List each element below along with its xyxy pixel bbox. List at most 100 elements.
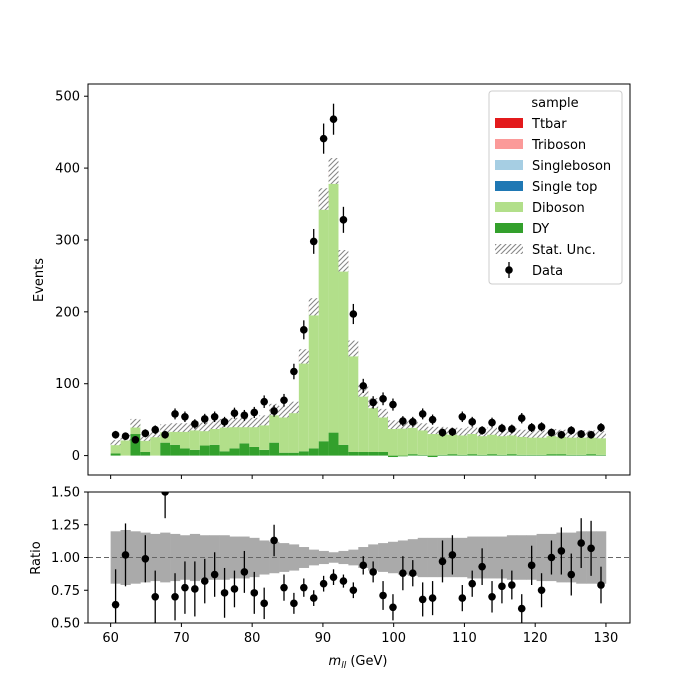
stat-unc-box: [536, 430, 547, 438]
bar-diboson: [308, 310, 319, 449]
bar-dy: [417, 454, 428, 456]
legend-data-marker: [505, 266, 513, 274]
bar-dy: [348, 452, 359, 456]
stat-unc-box: [338, 250, 349, 272]
bar-diboson: [219, 423, 230, 452]
ratio-point: [567, 570, 576, 579]
data-point: [418, 410, 427, 418]
bar-diboson: [437, 431, 448, 455]
ratio-point: [517, 604, 526, 613]
bar-dy: [427, 455, 438, 458]
bar-diboson: [477, 432, 488, 455]
data-point: [587, 430, 595, 439]
stat-unc-box: [130, 418, 141, 428]
bar-diboson: [596, 434, 606, 455]
bar-dy: [160, 442, 171, 456]
ratio-point: [478, 562, 486, 571]
bar-dy: [467, 454, 478, 456]
ratio-point: [527, 561, 536, 570]
data-point: [557, 430, 566, 439]
data-point: [399, 417, 407, 425]
data-point: [547, 428, 556, 437]
data-point: [220, 418, 229, 426]
bar-diboson: [298, 359, 309, 452]
bar-diboson: [487, 431, 497, 455]
legend-swatch-dy: [495, 223, 523, 233]
bar-dy: [407, 454, 418, 456]
ratio-point: [359, 561, 368, 570]
bar-diboson: [506, 431, 517, 455]
bar-diboson: [338, 265, 349, 445]
bar-dy: [596, 454, 606, 456]
y-tick-label: 200: [55, 305, 80, 320]
ratio-band-box: [417, 537, 428, 578]
ratio-point: [200, 577, 209, 585]
bar-dy: [526, 454, 537, 456]
data-point: [359, 382, 368, 390]
bar-diboson: [259, 421, 270, 450]
bar-dy: [308, 448, 319, 456]
bar-diboson: [358, 392, 369, 452]
stat-unc-box: [328, 158, 339, 184]
bar-dy: [189, 449, 200, 456]
data-point: [369, 398, 377, 407]
bar-dy: [170, 444, 180, 456]
data-point: [200, 415, 209, 423]
legend-label-data: Data: [532, 264, 563, 279]
bar-diboson: [368, 403, 379, 452]
data-point: [171, 410, 179, 418]
legend-label-singleboson: Singleboson: [532, 159, 611, 174]
bar-diboson: [170, 428, 180, 445]
bar-diboson: [516, 433, 527, 455]
bar-diboson: [556, 433, 567, 455]
data-point: [141, 429, 150, 438]
legend-label-ttbar: Ttbar: [531, 117, 567, 132]
ratio-point: [557, 547, 566, 555]
bar-diboson: [536, 434, 547, 455]
ratio-points: [111, 492, 605, 623]
ratio-point: [369, 568, 377, 576]
ratio-point: [230, 585, 239, 593]
bar-diboson: [328, 177, 339, 433]
bar-diboson: [417, 427, 428, 455]
data-point: [468, 418, 477, 426]
bar-dy: [566, 454, 577, 456]
stat-unc-box: [179, 423, 190, 432]
stat-unc-box: [348, 340, 359, 357]
x-tick-label: 130: [594, 631, 619, 646]
data-point: [280, 396, 288, 405]
ratio-point: [220, 589, 229, 597]
ratio-point: [597, 581, 605, 589]
data-point: [408, 418, 417, 426]
legend: sample Ttbar Triboson Singleboson Single to…: [488, 90, 623, 285]
x-tick-label: 60: [102, 631, 119, 646]
bar-diboson: [496, 432, 507, 455]
data-point: [537, 423, 546, 431]
legend-label-stat-unc: Stat. Unc.: [532, 243, 596, 258]
data-point: [527, 423, 536, 432]
x-tick-label: 120: [523, 631, 548, 646]
ratio-y-tick-label: 1.50: [51, 486, 80, 501]
ratio-point: [141, 555, 150, 563]
ratio-point: [250, 589, 259, 597]
ratio-point: [547, 553, 556, 562]
data-point: [270, 407, 278, 415]
main-x-ticks: [110, 475, 607, 479]
bar-dy: [259, 449, 270, 456]
ratio-point: [428, 594, 437, 602]
ratio-y-tick-label: 0.75: [51, 584, 80, 599]
bar-dy: [239, 443, 250, 456]
data-point: [309, 237, 318, 246]
bar-diboson: [110, 442, 121, 454]
bar-dy: [576, 454, 587, 456]
data-point: [577, 430, 585, 438]
ratio-point: [111, 600, 120, 609]
stat-unc-box: [249, 417, 260, 428]
bar-dy: [397, 455, 408, 457]
data-point: [428, 415, 437, 424]
stat-unc-box: [427, 426, 438, 435]
stat-unc-box: [467, 426, 478, 435]
ratio-point: [399, 569, 407, 578]
x-axis-label: mll (GeV): [329, 654, 388, 671]
ratio-point: [300, 583, 308, 592]
